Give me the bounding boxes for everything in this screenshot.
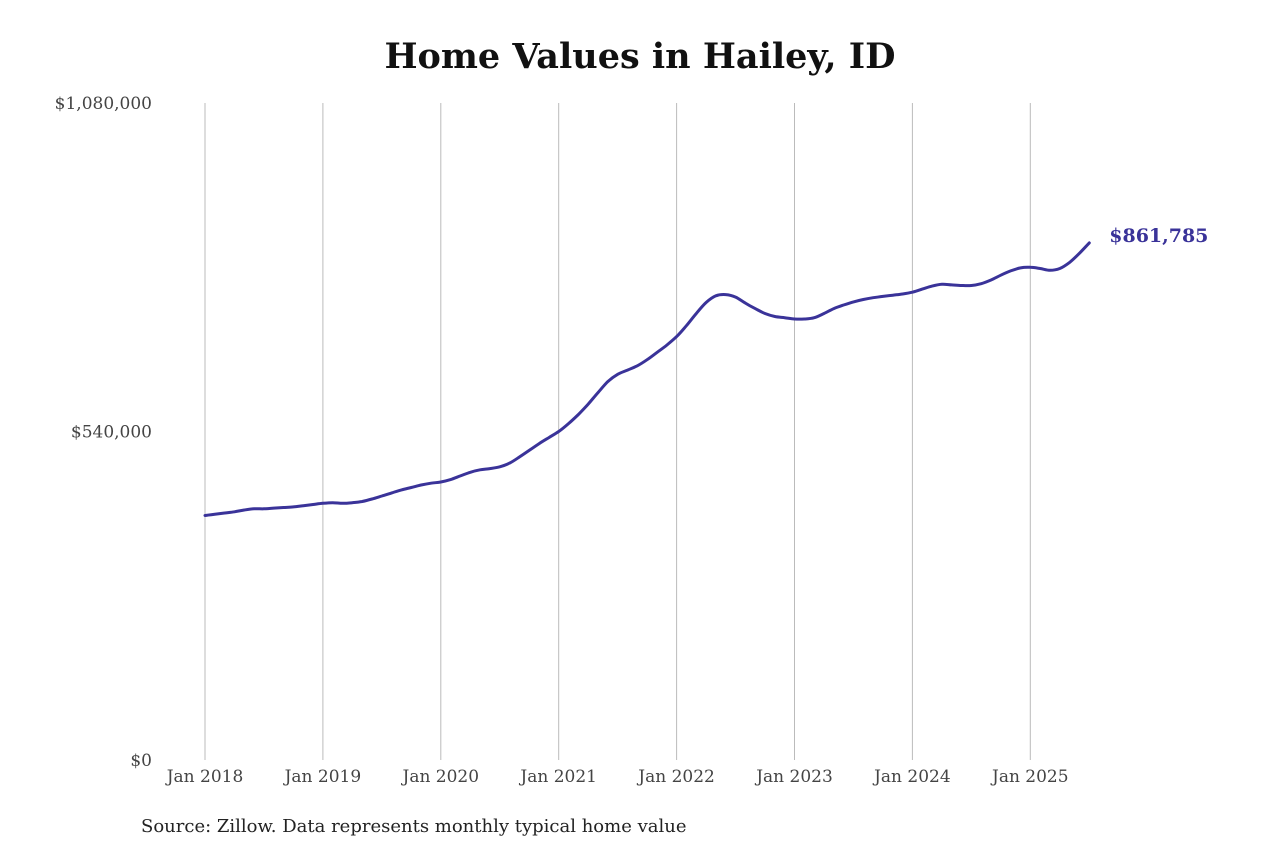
x-tick-label: Jan 2022: [636, 767, 715, 787]
source-note: Source: Zillow. Data represents monthly …: [141, 816, 687, 837]
chart-title: Home Values in Hailey, ID: [384, 36, 896, 77]
y-tick-label: $1,080,000: [55, 94, 152, 114]
x-tick-label: Jan 2020: [401, 767, 480, 787]
y-tick-label: $540,000: [71, 423, 152, 443]
y-tick-label: $0: [130, 751, 152, 771]
x-tick-label: Jan 2019: [283, 767, 362, 787]
x-tick-label: Jan 2021: [518, 767, 597, 787]
x-tick-label: Jan 2024: [872, 767, 951, 787]
x-tick-label: Jan 2025: [990, 767, 1069, 787]
x-tick-label: Jan 2018: [165, 767, 244, 787]
x-tick-label: Jan 2023: [754, 767, 833, 787]
end-value-label: $861,785: [1109, 225, 1208, 247]
series-line-0: [203, 241, 1091, 517]
